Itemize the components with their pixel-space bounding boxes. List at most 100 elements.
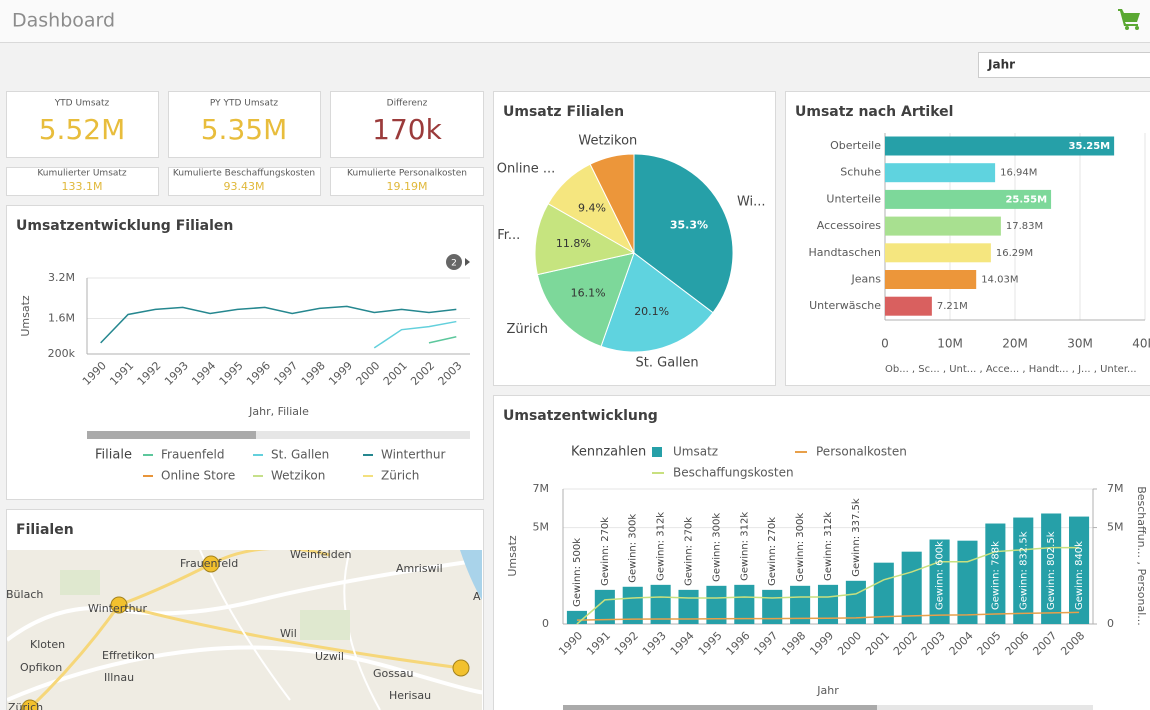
kpi-value: 19.19M bbox=[387, 180, 428, 193]
data-label: 14.03M bbox=[981, 275, 1018, 286]
panel-title: Umsatz Filialen bbox=[503, 104, 624, 120]
legend-label: Winterthur bbox=[381, 448, 445, 462]
map-label: Wil bbox=[280, 627, 297, 640]
annotation: Gewinn: 312k bbox=[656, 512, 667, 581]
x-tick-label: 20M bbox=[1002, 337, 1028, 351]
bar bbox=[817, 584, 839, 624]
legend-title: Filiale bbox=[95, 448, 132, 463]
map-label: Amriswil bbox=[396, 562, 443, 575]
map-marker[interactable] bbox=[110, 596, 128, 614]
map-marker[interactable] bbox=[452, 659, 470, 677]
map-marker[interactable] bbox=[21, 699, 39, 710]
y-tick-label: 5M bbox=[533, 521, 550, 534]
pie-slice bbox=[536, 252, 635, 347]
panel-title: Umsatzentwicklung Filialen bbox=[16, 218, 233, 234]
x-tick-label: 40M bbox=[1132, 337, 1150, 351]
x-tick-label: 30M bbox=[1067, 337, 1093, 351]
data-label: 25.55M bbox=[1005, 194, 1047, 205]
map-label: Bülach bbox=[6, 588, 43, 601]
bar bbox=[901, 551, 922, 624]
bar bbox=[1069, 516, 1090, 624]
pie-slice bbox=[534, 202, 636, 276]
data-label: 35.3% bbox=[670, 219, 708, 232]
kpi-label: PY YTD Umsatz bbox=[210, 99, 278, 109]
legend-label: Online Store bbox=[161, 469, 235, 483]
map-label: Uzwil bbox=[315, 650, 344, 663]
bar bbox=[885, 216, 1001, 236]
x-axis-label: Jahr, Filiale bbox=[248, 405, 309, 418]
kpi-label: Kumulierter Umsatz bbox=[37, 169, 127, 179]
data-label: 16.29M bbox=[996, 248, 1033, 259]
kpi-value: 93.43M bbox=[224, 180, 265, 193]
line-series bbox=[428, 336, 457, 344]
panel bbox=[6, 205, 484, 500]
y-tick-label: Schuhe bbox=[840, 166, 881, 179]
bar bbox=[885, 189, 1052, 209]
annotation: Gewinn: 832.5k bbox=[1018, 531, 1029, 610]
cart-icon[interactable] bbox=[1118, 9, 1140, 30]
filter-label: Jahr bbox=[987, 58, 1015, 72]
kpi-card bbox=[6, 91, 159, 158]
page-title: Dashboard bbox=[12, 10, 115, 32]
kpi-card bbox=[6, 167, 159, 196]
legend-label: Wetzikon bbox=[271, 469, 325, 483]
map-label: Winterthur bbox=[88, 602, 148, 615]
kpi-label: YTD Umsatz bbox=[54, 99, 110, 109]
y-tick-label: 7M bbox=[533, 482, 550, 495]
annotation: Gewinn: 270k bbox=[767, 517, 778, 586]
kpi-value: 5.35M bbox=[201, 113, 288, 146]
category-label: St. Gallen bbox=[636, 356, 699, 371]
y-tick-label: 0 bbox=[542, 617, 549, 630]
category-label: Fr... bbox=[497, 228, 520, 243]
line-series bbox=[373, 320, 457, 349]
header-bar bbox=[0, 0, 1150, 42]
kpi-value: 5.52M bbox=[39, 113, 126, 146]
data-label: 9.4% bbox=[578, 201, 606, 214]
y-tick-label: 200k bbox=[48, 347, 76, 360]
bar bbox=[885, 296, 932, 316]
data-label: 17.83M bbox=[1006, 221, 1043, 232]
bar bbox=[734, 584, 755, 624]
legend-label: Beschaffungskosten bbox=[673, 466, 794, 480]
bar bbox=[885, 136, 1115, 156]
y-tick-label: 3.2M bbox=[48, 271, 75, 284]
annotation: Gewinn: 270k bbox=[600, 517, 611, 586]
y2-tick-label: 7M bbox=[1107, 482, 1124, 495]
filter-box[interactable] bbox=[978, 52, 1150, 78]
annotation: Gewinn: 300k bbox=[795, 513, 806, 582]
annotation: Gewinn: 300k bbox=[628, 514, 639, 583]
bar bbox=[622, 586, 643, 624]
legend-swatch bbox=[652, 447, 662, 457]
annotation: Gewinn: 500k bbox=[572, 538, 583, 607]
annotation: Gewinn: 300k bbox=[711, 513, 722, 582]
y2-axis-label: Beschaffun... , Personal... bbox=[1135, 486, 1148, 626]
bar bbox=[594, 589, 615, 624]
badge-label: 2 bbox=[451, 259, 457, 269]
map-label: Opfikon bbox=[20, 661, 62, 674]
legend-label: Umsatz bbox=[673, 445, 718, 459]
y-axis-label: Umsatz bbox=[19, 295, 32, 337]
scrollbar-thumb[interactable] bbox=[563, 705, 877, 710]
panel bbox=[785, 91, 1150, 386]
kpi-label: Kumulierte Beschaffungskosten bbox=[173, 169, 315, 179]
panel-title: Umsatz nach Artikel bbox=[795, 104, 953, 120]
map-label: Gossau bbox=[373, 667, 413, 680]
data-label: 16.94M bbox=[1000, 168, 1037, 179]
line-series bbox=[100, 305, 457, 344]
x-axis-label: Jahr bbox=[816, 684, 839, 697]
annotation: Gewinn: 802.5k bbox=[1046, 531, 1057, 610]
panel-title: Filialen bbox=[16, 522, 74, 538]
map-marker[interactable] bbox=[202, 555, 220, 573]
badge-arrow bbox=[465, 258, 470, 266]
legend-title: Kennzahlen bbox=[571, 445, 646, 460]
y-axis-label: Umsatz bbox=[506, 535, 519, 577]
y2-tick-label: 5M bbox=[1107, 521, 1124, 534]
bar bbox=[885, 243, 991, 263]
legend-label: Zürich bbox=[381, 469, 419, 483]
map: Frauenfeld Weinfelden Amriswil Bülach Wi… bbox=[6, 550, 482, 710]
scrollbar-thumb[interactable] bbox=[87, 431, 256, 439]
line-series bbox=[576, 546, 1080, 625]
y-tick-label: Jeans bbox=[851, 273, 882, 286]
